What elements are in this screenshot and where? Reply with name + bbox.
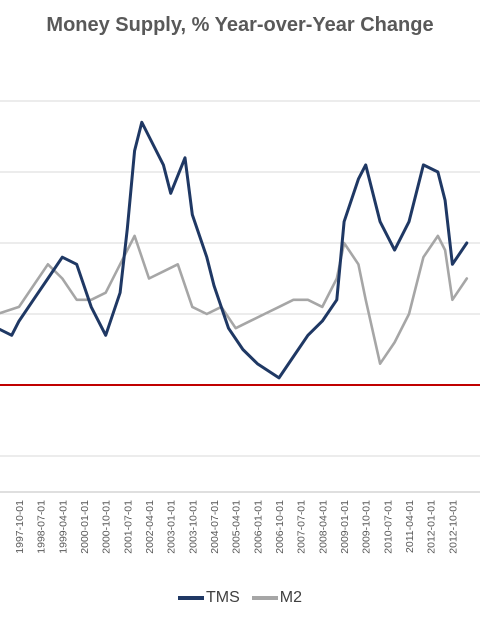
x-tick-label-8: 2003-10-01 bbox=[187, 500, 199, 554]
x-tick-label-12: 2006-10-01 bbox=[274, 500, 286, 554]
x-tick-label-17: 2010-07-01 bbox=[382, 500, 394, 554]
x-tick-label-5: 2001-07-01 bbox=[122, 500, 134, 554]
x-tick-label-18: 2011-04-01 bbox=[404, 500, 416, 553]
x-tick-label-14: 2008-04-01 bbox=[317, 500, 329, 554]
legend-label-m2: M2 bbox=[279, 589, 302, 606]
x-tick-label-11: 2006-01-01 bbox=[252, 500, 264, 554]
x-tick-label-0: 1997-10-01 bbox=[14, 500, 26, 554]
legend-swatch-tms bbox=[177, 596, 204, 600]
x-tick-label-19: 2012-01-01 bbox=[426, 500, 438, 554]
legend-label-tms: TMS bbox=[205, 589, 240, 606]
x-tick-label-20: 2012-10-01 bbox=[447, 500, 459, 554]
x-tick-label-16: 2009-10-01 bbox=[361, 500, 373, 554]
series-line-m2 bbox=[0, 234, 469, 366]
x-tick-label-3: 2000-01-01 bbox=[79, 500, 91, 554]
x-tick-label-10: 2005-04-01 bbox=[231, 500, 243, 554]
chart-title: Money Supply, % Year-over-Year Change bbox=[46, 14, 434, 36]
legend-item-tms: TMS bbox=[177, 589, 240, 607]
x-tick-label-9: 2004-07-01 bbox=[209, 500, 221, 554]
x-tick-label-15: 2009-01-01 bbox=[339, 500, 351, 554]
legend-swatch-m2 bbox=[251, 596, 278, 600]
legend-item-m2: M2 bbox=[251, 589, 302, 607]
x-tick-label-13: 2007-07-01 bbox=[296, 500, 308, 554]
x-tick-label-2: 1999-04-01 bbox=[57, 500, 69, 554]
x-tick-label-4: 2000-10-01 bbox=[101, 500, 113, 554]
x-axis-tick-labels: 1997-10-01 1998-07-01 1999-04-01 2000-01-01… bbox=[14, 500, 459, 554]
grid-lines bbox=[0, 100, 480, 493]
series-line-tms bbox=[0, 120, 469, 380]
series-layer bbox=[0, 120, 469, 380]
legend: TMS M2 bbox=[0, 589, 480, 607]
x-tick-label-6: 2002-04-01 bbox=[144, 500, 156, 554]
x-tick-label-7: 2003-01-01 bbox=[166, 500, 178, 554]
x-tick-label-1: 1998-07-01 bbox=[36, 500, 48, 554]
